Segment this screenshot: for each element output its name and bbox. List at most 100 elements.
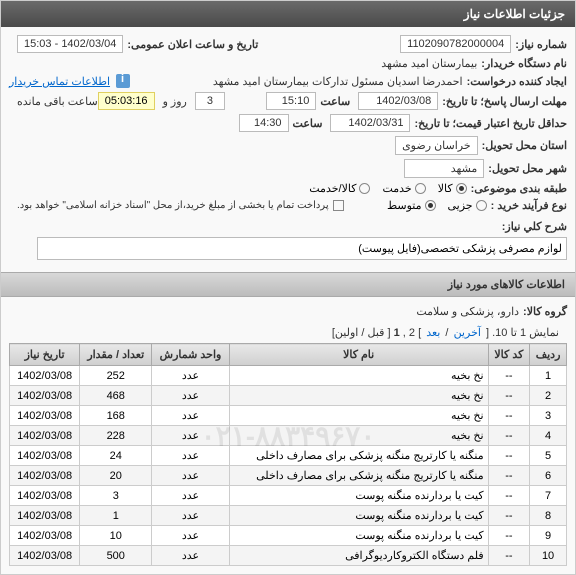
cell-code: -- [488,486,530,506]
cell-qty: 20 [80,466,152,486]
table-row: 3--نخ بخیهعدد1681402/03/08 [10,406,567,426]
cell-code: -- [488,406,530,426]
panel-title: جزئیات اطلاعات نیاز [1,1,575,27]
cell-date: 1402/03/08 [10,366,80,386]
buy-type-partial-radio[interactable]: جزیی [448,199,487,212]
pub-datetime-value: 1402/03/04 - 15:03 [17,35,123,53]
class-goods-label: کالا [438,182,453,195]
table-row: 7--کیت یا بردارنده منگنه پوستعدد31402/03… [10,486,567,506]
payment-note: پرداخت تمام یا بخشی از مبلغ خرید،از محل … [17,200,329,211]
group-value: دارو، پزشکی و سلامت [416,305,519,318]
cell-date: 1402/03/08 [10,426,80,446]
pager-mid: ] 2 , [403,327,421,339]
table-row: 4--نخ بخیهعدد2281402/03/08 [10,426,567,446]
cell-date: 1402/03/08 [10,506,80,526]
cell-code: -- [488,546,530,566]
cell-name: کیت یا بردارنده منگنه پوست [229,506,488,526]
city-label: شهر محل تحویل: [488,162,567,175]
buyer-value: بیمارستان امید مشهد [381,57,477,70]
cell-n: 7 [530,486,567,506]
days-and: روز و [163,95,187,108]
cell-n: 2 [530,386,567,406]
buy-type-radio-group: جزیی متوسط [387,199,487,212]
class-both-radio[interactable]: کالا/خدمت [309,182,370,195]
cell-date: 1402/03/08 [10,386,80,406]
cell-qty: 252 [80,366,152,386]
cell-unit: عدد [152,546,229,566]
buy-type-label: نوع فرآیند خرید : [491,199,567,212]
cell-date: 1402/03/08 [10,466,80,486]
pager-pre: نمایش 1 تا 10. [ [483,327,559,339]
cell-code: -- [488,386,530,406]
items-table: ردیف کد کالا نام کالا واحد شمارش تعداد /… [9,343,567,566]
cell-date: 1402/03/08 [10,406,80,426]
cell-n: 8 [530,506,567,526]
radio-icon [415,183,426,194]
class-radio-group: کالا خدمت کالا/خدمت [309,182,466,195]
class-label: طبقه بندی موضوعی: [471,182,567,195]
cell-code: -- [488,466,530,486]
cell-unit: عدد [152,506,229,526]
class-both-label: کالا/خدمت [309,182,356,195]
cell-code: -- [488,506,530,526]
radio-icon [359,183,370,194]
th-row: ردیف [530,344,567,366]
pager: نمایش 1 تا 10. [ آخرین / بعد ] 2 , 1 [ ق… [9,322,567,343]
province-label: استان محل تحویل: [482,139,567,152]
need-no-label: شماره نیاز: [515,38,567,51]
days-value: 3 [195,92,225,110]
cell-n: 6 [530,466,567,486]
buy-type-mid-radio[interactable]: متوسط [387,199,436,212]
form-area: شماره نیاز: 1102090782000004 تاریخ و ساع… [1,27,575,272]
cell-qty: 168 [80,406,152,426]
class-goods-radio[interactable]: کالا [438,182,467,195]
deadline-label: مهلت ارسال پاسخ؛ تا تاریخ: [442,95,567,108]
table-row: 8--کیت یا بردارنده منگنه پوستعدد11402/03… [10,506,567,526]
cell-code: -- [488,426,530,446]
info-icon [116,74,130,88]
cell-n: 10 [530,546,567,566]
desc-label: شرح کلي نیاز: [502,220,567,233]
cell-date: 1402/03/08 [10,446,80,466]
cell-qty: 10 [80,526,152,546]
buy-type-partial-label: جزیی [448,199,473,212]
pager-next[interactable]: بعد [426,327,440,339]
validity-date: 1402/03/31 [330,114,410,132]
cell-date: 1402/03/08 [10,526,80,546]
validity-label: حداقل تاریخ اعتبار قیمت؛ تا تاریخ: [414,117,567,130]
class-service-label: خدمت [382,182,411,195]
table-row: 10--فلم دستگاه الکتروکاردیوگرافیعدد50014… [10,546,567,566]
pager-last[interactable]: آخرین [454,327,481,339]
payment-checkbox[interactable] [333,200,344,211]
radio-icon [425,200,436,211]
table-row: 9--کیت یا بردارنده منگنه پوستعدد101402/0… [10,526,567,546]
cell-qty: 1 [80,506,152,526]
th-code: کد کالا [488,344,530,366]
cell-name: نخ بخیه [229,406,488,426]
details-panel: جزئیات اطلاعات نیاز شماره نیاز: 11020907… [0,0,576,575]
table-row: 1--نخ بخیهعدد2521402/03/08 [10,366,567,386]
items-section-title: اطلاعات کالاهای مورد نیاز [1,272,575,297]
items-area: ۰۲۱-۸۸۳۴۹۶۷۰ گروه کالا: دارو، پزشکی و سل… [1,297,575,574]
cell-unit: عدد [152,526,229,546]
province-value: خراسان رضوی [395,136,478,155]
th-unit: واحد شمارش [152,344,229,366]
cell-name: فلم دستگاه الکتروکاردیوگرافی [229,546,488,566]
class-service-radio[interactable]: خدمت [382,182,425,195]
deadline-time: 15:10 [266,92,316,110]
cell-date: 1402/03/08 [10,546,80,566]
contact-link[interactable]: اطلاعات تماس خریدار [9,75,110,88]
time-word-2: ساعت [293,117,323,130]
cell-unit: عدد [152,446,229,466]
need-no-value: 1102090782000004 [400,35,511,53]
cell-unit: عدد [152,366,229,386]
countdown: 05:03:16 [98,92,155,110]
table-row: 6--منگنه یا کارتریج منگنه پزشکی برای مصا… [10,466,567,486]
cell-unit: عدد [152,486,229,506]
cell-unit: عدد [152,386,229,406]
cell-n: 1 [530,366,567,386]
time-word-1: ساعت [320,95,350,108]
cell-qty: 468 [80,386,152,406]
table-row: 5--منگنه یا کارتریج منگنه پزشکی برای مصا… [10,446,567,466]
cell-n: 3 [530,406,567,426]
